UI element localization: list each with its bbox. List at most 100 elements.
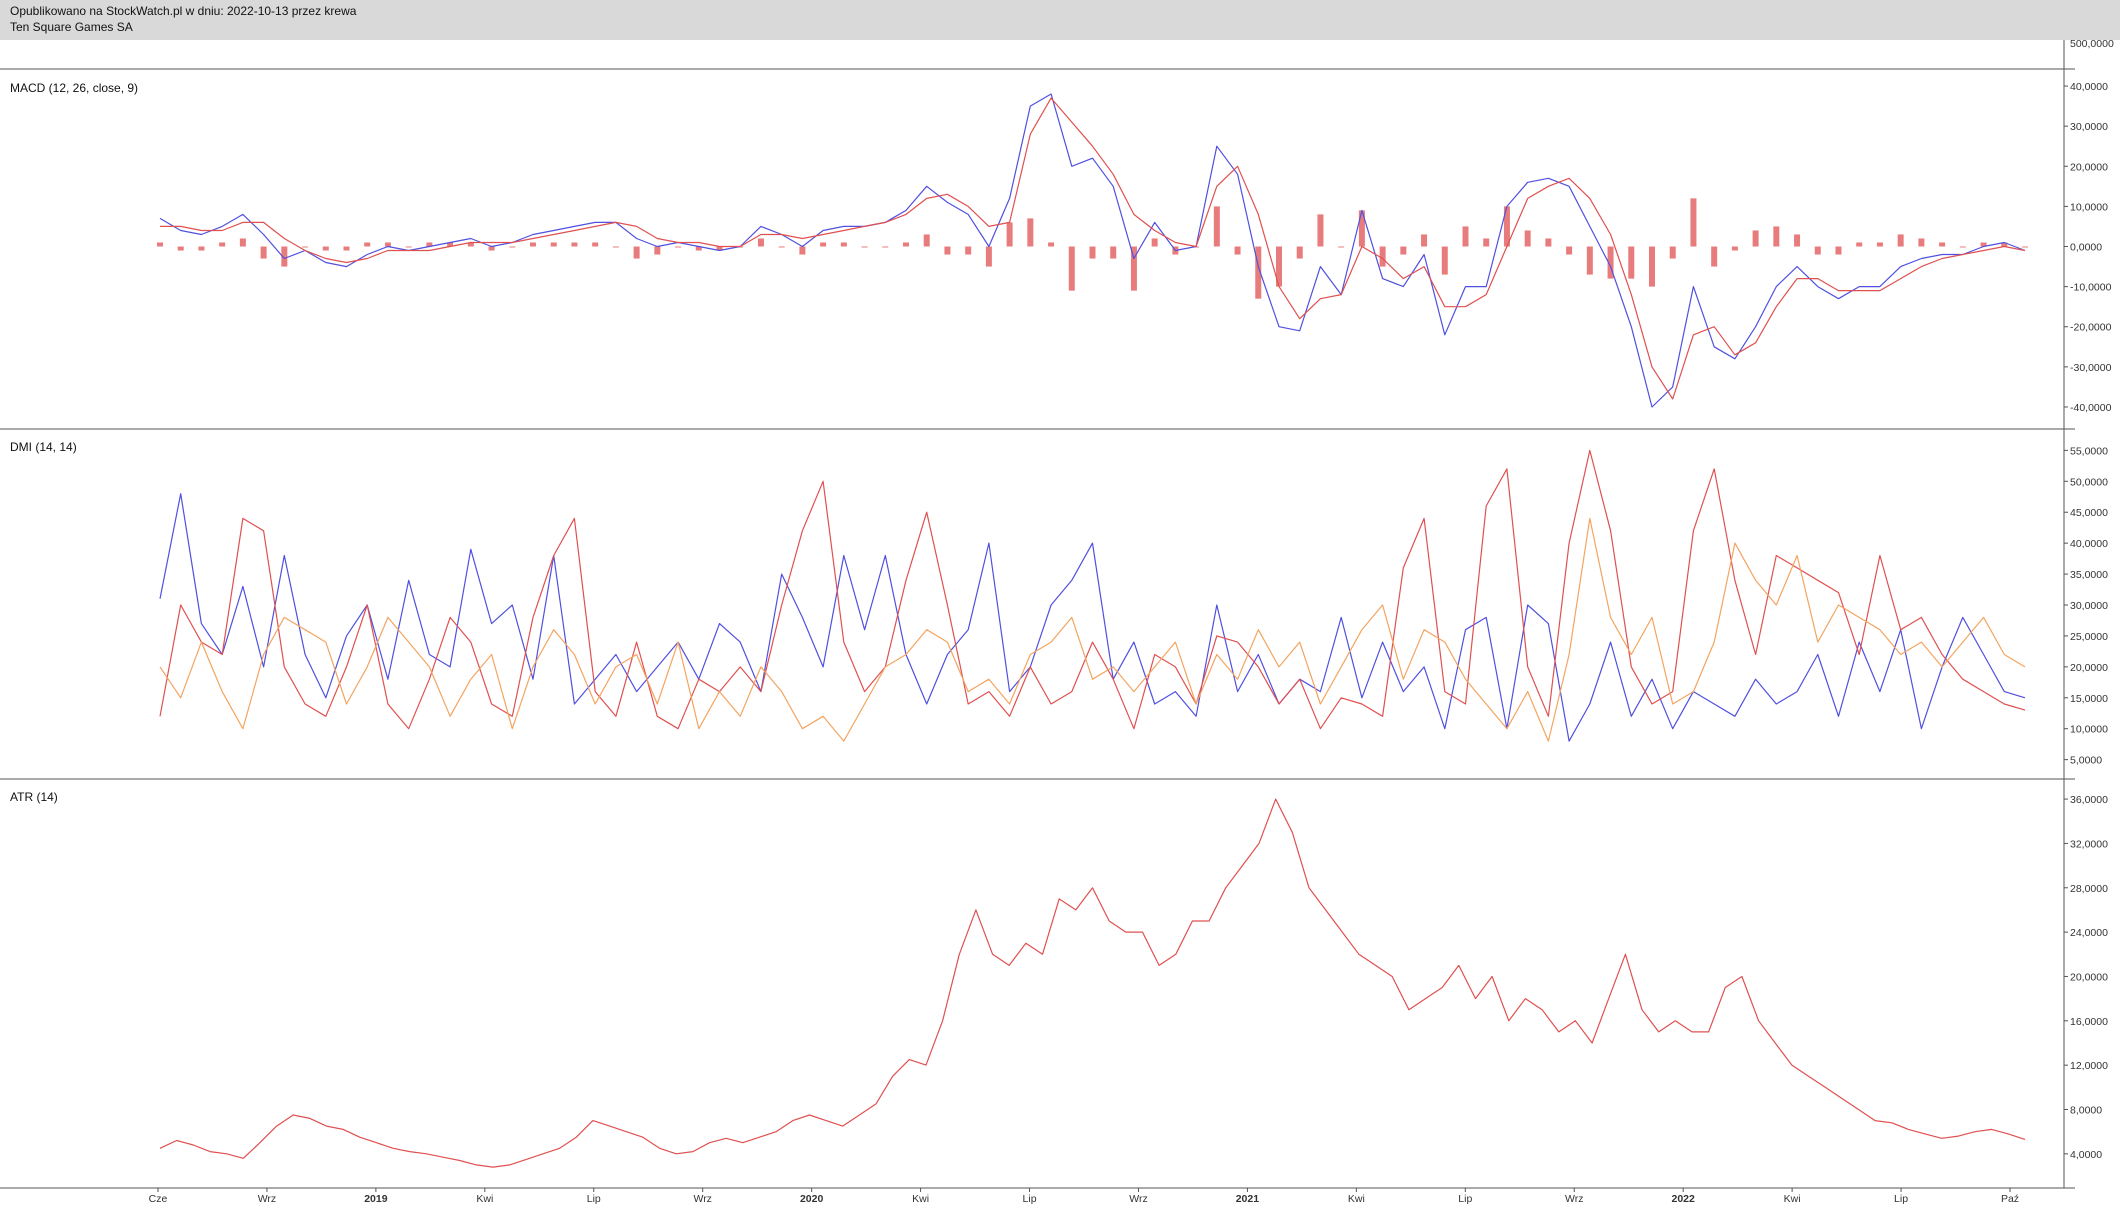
macd-histogram-bar <box>1296 246 1303 259</box>
macd-histogram-bar <box>633 246 640 259</box>
macd-histogram-bar <box>903 242 909 247</box>
macd-histogram-bar <box>1959 246 1966 248</box>
macd-histogram-bar <box>1814 246 1821 255</box>
y-tick-label: 8,0000 <box>2070 1104 2102 1116</box>
macd-histogram-bar <box>2022 246 2028 248</box>
published-line: Opublikowano na StockWatch.pl w dniu: 20… <box>10 4 357 18</box>
macd-histogram-bar <box>1110 246 1117 259</box>
macd-histogram-bar <box>1731 246 1738 251</box>
x-tick-label: Kwi <box>476 1193 493 1205</box>
macd-histogram-bar <box>1317 214 1324 247</box>
macd-panel-title: MACD (12, 26, close, 9) <box>10 81 138 95</box>
y-tick-label: 30,0000 <box>2070 600 2108 612</box>
macd-histogram-bar <box>343 246 350 251</box>
y-tick-label: 40,0000 <box>2070 81 2108 93</box>
macd-histogram-bar <box>923 234 930 247</box>
macd-histogram-bar <box>384 242 391 247</box>
y-tick-label: 10,0000 <box>2070 724 2108 736</box>
y-tick-label: 0,0000 <box>2070 242 2102 254</box>
macd-histogram-bar <box>1483 238 1490 247</box>
x-tick-label: Lip <box>1458 1193 1472 1205</box>
macd-histogram-bar <box>467 242 474 247</box>
macd-histogram-bar <box>1503 206 1510 247</box>
macd-histogram-bar <box>1794 234 1801 247</box>
macd-histogram-bar <box>1027 218 1034 247</box>
macd-histogram-bar <box>364 242 371 247</box>
x-tick-label: Kwi <box>1784 1193 1801 1205</box>
x-tick-label: 2021 <box>1236 1193 1260 1205</box>
macd-histogram-bar <box>322 246 329 251</box>
macd-histogram-bar <box>219 242 226 247</box>
y-tick-label: 50,0000 <box>2070 476 2108 488</box>
macd-histogram-bar <box>1649 246 1655 287</box>
x-tick-label: 2020 <box>800 1193 824 1205</box>
atr-panel-title: ATR (14) <box>10 790 58 804</box>
macd-histogram-bar <box>1856 242 1863 247</box>
adx-line <box>159 517 2026 742</box>
x-tick-label: Lip <box>1023 1193 1037 1205</box>
y-tick-label: 32,0000 <box>2070 838 2108 850</box>
macd-histogram-bar <box>2001 242 2008 247</box>
y-tick-label: -30,0000 <box>2070 362 2112 374</box>
y-tick-label: 30,0000 <box>2070 121 2108 133</box>
x-tick-label: 2022 <box>1671 1193 1695 1205</box>
header-bar: Opublikowano na StockWatch.pl w dniu: 20… <box>0 0 2120 40</box>
macd-histogram-bar <box>1980 242 1987 247</box>
macd-histogram-bar <box>281 246 288 267</box>
y-tick-label: 4,0000 <box>2070 1149 2102 1161</box>
y-tick-label: 45,0000 <box>2070 507 2108 519</box>
macd-histogram-bar <box>1462 226 1469 247</box>
macd-histogram-bar <box>1255 246 1262 299</box>
macd-histogram-bar <box>675 246 682 248</box>
macd-histogram-bar <box>1939 242 1946 247</box>
macd-histogram-bar <box>799 246 806 255</box>
y-tick-label: 20,0000 <box>2070 161 2108 173</box>
y-tick-label: 16,0000 <box>2070 1016 2108 1028</box>
y-tick-label: 40,0000 <box>2070 538 2108 550</box>
macd-histogram-bar <box>1400 246 1407 255</box>
x-tick-label: Kwi <box>912 1193 929 1205</box>
macd-histogram-bar <box>861 246 868 248</box>
macd-histogram-bar <box>1773 226 1780 247</box>
macd-histogram-bar <box>1752 230 1759 247</box>
y-tick-label: -40,0000 <box>2070 402 2112 414</box>
x-tick-label: Wrz <box>258 1193 276 1205</box>
macd-histogram-bar <box>695 246 702 251</box>
instrument-name: Ten Square Games SA <box>10 20 133 34</box>
x-tick-label: Wrz <box>1565 1193 1583 1205</box>
plus_di-line <box>159 493 2026 742</box>
macd-histogram-bar <box>1276 246 1282 287</box>
macd-histogram-bar <box>882 246 889 248</box>
macd-histogram-bar <box>1006 222 1013 247</box>
macd-histogram-bar <box>716 246 723 251</box>
macd-histogram-bar <box>757 238 764 247</box>
y-tick-label: 20,0000 <box>2070 971 2108 983</box>
macd-line <box>159 93 2026 408</box>
macd-histogram-bar <box>1918 238 1925 247</box>
y-tick-label: 12,0000 <box>2070 1060 2108 1072</box>
price-panel-remnant <box>0 40 2075 69</box>
y-tick-label: 5,0000 <box>2070 755 2102 767</box>
macd-histogram-bar <box>1897 234 1904 247</box>
macd-histogram-bar <box>1048 242 1055 247</box>
macd-histogram-bar <box>1566 246 1573 255</box>
macd-histogram-bar <box>509 246 516 248</box>
x-tick-label: Paź <box>2001 1193 2019 1205</box>
macd-histogram-bar <box>1711 246 1718 267</box>
y-tick-label: 25,0000 <box>2070 631 2108 643</box>
macd-histogram-bar <box>1876 242 1883 247</box>
macd-histogram-bar <box>612 246 619 248</box>
x-tick-label: Cze <box>149 1193 168 1205</box>
macd-histogram-bar <box>488 246 495 251</box>
macd-histogram-bar <box>260 246 267 259</box>
price-axis-tick: 500,0000 <box>2070 38 2114 50</box>
macd-histogram-bar <box>1690 198 1697 247</box>
y-tick-label: 55,0000 <box>2070 445 2108 457</box>
macd-histogram-bar <box>965 246 972 255</box>
macd-histogram-bar <box>239 238 246 247</box>
macd-histogram-bar <box>1089 246 1096 259</box>
x-tick-label: Wrz <box>693 1193 711 1205</box>
signal-line <box>160 97 2026 400</box>
macd-histogram-bar <box>157 242 163 247</box>
macd-histogram-bar <box>1068 246 1075 291</box>
